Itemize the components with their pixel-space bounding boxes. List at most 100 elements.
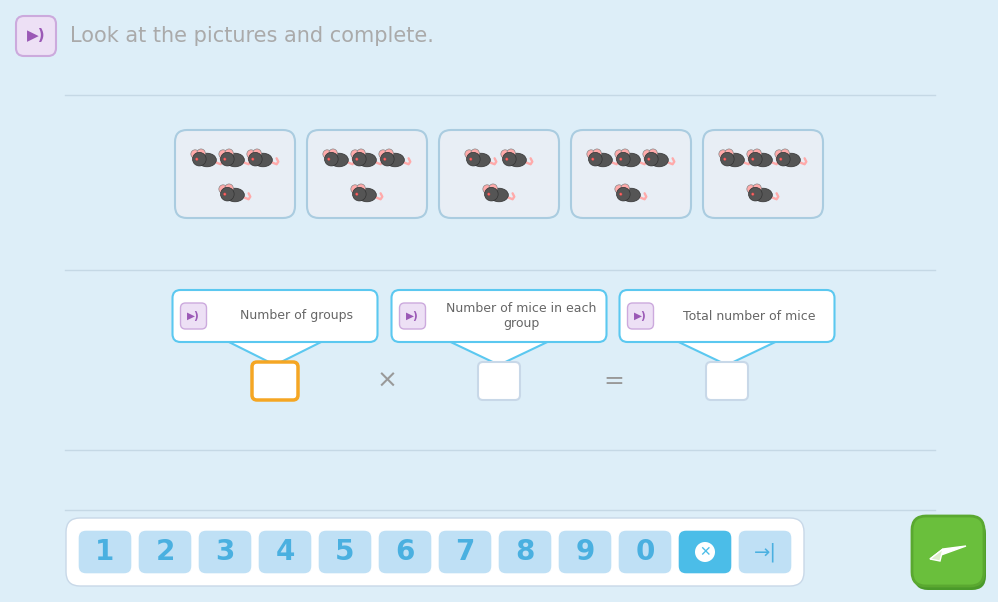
Ellipse shape [329,153,348,167]
Ellipse shape [622,188,641,202]
Circle shape [328,149,337,158]
FancyBboxPatch shape [173,290,377,342]
Ellipse shape [781,153,800,167]
FancyBboxPatch shape [258,530,312,574]
Ellipse shape [253,153,272,167]
FancyBboxPatch shape [399,303,425,329]
Circle shape [507,149,515,158]
FancyBboxPatch shape [181,303,207,329]
Text: 7: 7 [455,538,475,566]
Text: ▶): ▶) [27,28,45,43]
Circle shape [615,185,624,193]
Circle shape [383,158,386,160]
FancyBboxPatch shape [66,518,804,586]
Circle shape [252,149,261,158]
Circle shape [593,149,602,158]
Circle shape [191,150,200,158]
FancyBboxPatch shape [478,362,520,400]
Text: ▶): ▶) [634,311,647,321]
Ellipse shape [622,153,641,167]
Ellipse shape [357,188,376,202]
Text: 1: 1 [96,538,115,566]
FancyBboxPatch shape [498,530,552,574]
Circle shape [503,152,516,166]
Circle shape [615,150,624,158]
Circle shape [620,193,622,196]
Circle shape [249,152,262,166]
FancyBboxPatch shape [307,130,427,218]
Circle shape [649,149,658,158]
Circle shape [351,150,359,158]
Circle shape [748,187,762,201]
Polygon shape [679,342,775,365]
Text: =: = [604,369,625,393]
FancyBboxPatch shape [678,530,732,574]
Circle shape [465,150,473,158]
Circle shape [776,152,790,166]
Polygon shape [930,546,966,559]
Circle shape [221,187,235,201]
Circle shape [466,152,480,166]
Circle shape [225,149,234,158]
Ellipse shape [508,153,526,167]
FancyBboxPatch shape [912,516,984,586]
Text: Number of groups: Number of groups [241,309,353,323]
Circle shape [355,193,358,196]
FancyBboxPatch shape [391,290,607,342]
Circle shape [589,152,602,166]
Text: Look at the pictures and complete.: Look at the pictures and complete. [70,26,434,46]
Circle shape [645,152,658,166]
FancyBboxPatch shape [558,530,612,574]
Text: Total number of mice: Total number of mice [683,309,815,323]
FancyBboxPatch shape [438,530,492,574]
FancyBboxPatch shape [252,362,298,400]
Ellipse shape [472,153,490,167]
Text: →|: →| [753,542,776,562]
FancyBboxPatch shape [78,530,132,574]
Circle shape [643,150,652,158]
Circle shape [748,152,762,166]
Text: ▶): ▶) [406,311,419,321]
Circle shape [725,149,734,158]
FancyBboxPatch shape [16,16,56,56]
FancyBboxPatch shape [198,530,252,574]
FancyBboxPatch shape [138,530,192,574]
Ellipse shape [198,153,217,167]
Circle shape [357,149,365,158]
Text: 0: 0 [636,538,655,566]
Circle shape [351,185,359,193]
Text: ×: × [376,369,397,393]
Text: 6: 6 [395,538,415,566]
Circle shape [592,158,594,160]
Ellipse shape [490,188,508,202]
FancyBboxPatch shape [628,303,654,329]
Circle shape [380,152,394,166]
FancyBboxPatch shape [738,530,792,574]
Circle shape [752,149,761,158]
Circle shape [620,158,622,160]
FancyBboxPatch shape [914,520,986,590]
Text: 3: 3 [216,538,235,566]
Circle shape [352,187,366,201]
Ellipse shape [594,153,613,167]
Circle shape [747,185,755,193]
Circle shape [324,152,338,166]
Circle shape [196,158,198,160]
Text: 4: 4 [275,538,294,566]
Text: 5: 5 [335,538,354,566]
Circle shape [751,193,754,196]
Circle shape [774,150,783,158]
Circle shape [506,158,508,160]
Circle shape [724,158,727,160]
Circle shape [219,150,228,158]
Polygon shape [451,342,547,365]
Circle shape [352,152,366,166]
FancyBboxPatch shape [620,290,834,342]
Circle shape [224,193,227,196]
Circle shape [251,158,254,160]
Ellipse shape [226,188,245,202]
Circle shape [469,158,472,160]
Circle shape [357,184,365,193]
Circle shape [780,149,789,158]
Polygon shape [930,549,943,561]
